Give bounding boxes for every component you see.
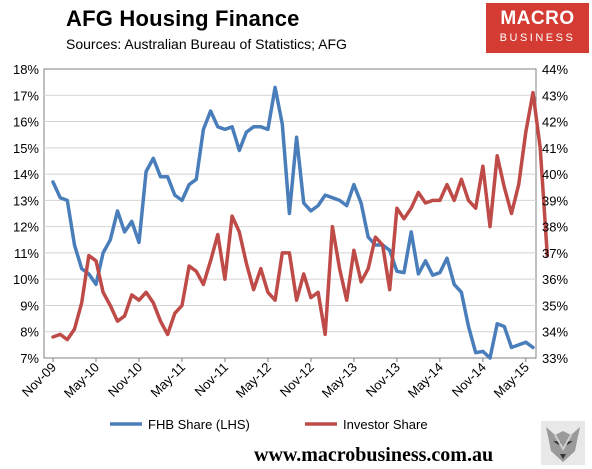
y-left-tick-label: 15% xyxy=(13,141,39,156)
y-right-tick-label: 38% xyxy=(542,220,568,235)
y-right-tick-label: 34% xyxy=(542,325,568,340)
x-tick-label: May-15 xyxy=(491,360,532,401)
y-right-tick-label: 41% xyxy=(542,141,568,156)
y-left-tick-label: 11% xyxy=(14,246,39,261)
series-layer xyxy=(51,85,550,360)
y-right-tick-label: 37% xyxy=(542,246,568,261)
y-left-tick-label: 16% xyxy=(13,115,39,130)
macrobusiness-logo: MACRO BUSINESS xyxy=(486,3,589,53)
y-left-tick-label: 17% xyxy=(13,88,39,103)
series-line-fhb-share xyxy=(51,85,535,360)
x-tick-label: May-11 xyxy=(147,360,188,401)
y-left-tick-label: 10% xyxy=(13,272,39,287)
logo-line-2: BUSINESS xyxy=(499,32,576,44)
x-tick-label: Nov-10 xyxy=(105,360,145,400)
logo-line-1: MACRO xyxy=(500,8,575,29)
y-right-tick-label: 35% xyxy=(542,298,568,313)
y-right-tick-label: 40% xyxy=(542,167,568,182)
chart-title: AFG Housing Finance xyxy=(66,6,300,31)
y-left-tick-label: 7% xyxy=(20,351,39,366)
x-tick-label: May-12 xyxy=(233,360,274,401)
legend: FHB Share (LHS) Investor Share xyxy=(110,417,428,432)
y-left-tick-label: 12% xyxy=(13,220,39,235)
y-left-tick-label: 18% xyxy=(13,62,39,77)
x-tick-label: Nov-14 xyxy=(449,360,489,400)
y-right-tick-label: 33% xyxy=(542,351,568,366)
y-right-tick-label: 43% xyxy=(542,88,568,103)
y-left-tick-label: 8% xyxy=(20,325,39,340)
y-right-tick-label: 44% xyxy=(542,62,568,77)
y-right-tick-label: 39% xyxy=(542,193,568,208)
x-tick-label: Nov-11 xyxy=(191,360,231,400)
legend-label: FHB Share (LHS) xyxy=(148,417,250,432)
y-left-tick-label: 14% xyxy=(13,167,39,182)
y-left-tick-label: 13% xyxy=(13,193,39,208)
x-tick-label: May-13 xyxy=(319,360,360,401)
chart-subtitle: Sources: Australian Bureau of Statistics… xyxy=(66,36,347,52)
x-tick-label: May-14 xyxy=(405,360,446,401)
legend-label: Investor Share xyxy=(343,417,428,432)
footer-url: www.macrobusiness.com.au xyxy=(254,444,494,466)
x-tick-label: Nov-12 xyxy=(277,360,317,400)
y-right-tick-label: 42% xyxy=(542,115,568,130)
y-left-tick-label: 9% xyxy=(20,298,39,313)
series-line-investor-share xyxy=(51,90,550,342)
x-tick-label: Nov-13 xyxy=(363,360,403,400)
y-right-tick-label: 36% xyxy=(542,272,568,287)
wolf-logo-icon xyxy=(541,421,585,465)
x-tick-label: May-10 xyxy=(61,360,102,401)
